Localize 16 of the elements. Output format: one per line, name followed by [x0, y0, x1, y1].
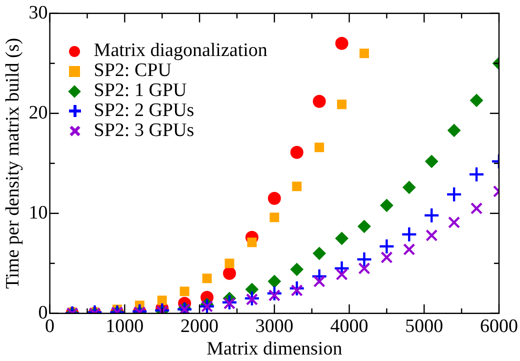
legend-label: SP2: CPU	[94, 60, 172, 82]
legend-label: SP2: 2 GPUs	[94, 100, 194, 122]
x-tick-label: 6000	[480, 316, 518, 337]
x-tick-label: 5000	[405, 316, 444, 337]
legend-label: Matrix diagonalization	[94, 40, 268, 62]
x-axis-title: Matrix dimension	[206, 338, 343, 360]
x-tick-label: 2000	[180, 316, 219, 337]
y-tick-label: 30	[28, 2, 48, 24]
x-tick-label: 4000	[330, 316, 368, 337]
x-tick-label: 1000	[106, 316, 144, 337]
legend-label: SP2: 3 GPUs	[94, 120, 194, 142]
legend-label: SP2: 1 GPU	[94, 80, 187, 102]
y-axis-title: Time per density matrix build (s)	[2, 38, 24, 289]
x-tick-label: 3000	[255, 316, 294, 337]
y-tick-label: 10	[28, 202, 48, 224]
y-tick-label: 20	[28, 102, 48, 124]
